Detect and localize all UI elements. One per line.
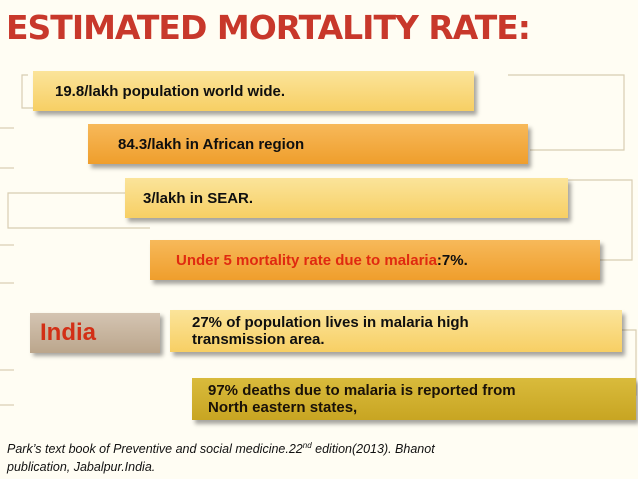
- reference-part2: edition(2013). Bhanot: [311, 442, 435, 457]
- reference-citation: Park’s text book of Preventive and socia…: [7, 437, 607, 476]
- world-wide-rate-text: 19.8/lakh population world wide.: [55, 82, 286, 100]
- world-wide-rate-bar: 19.8/lakh population world wide.: [33, 71, 474, 111]
- sear-rate-text: 3/lakh in SEAR.: [143, 189, 254, 207]
- under-five-mortality-value: :7%.: [436, 251, 468, 269]
- reference-superscript: nd: [302, 441, 312, 450]
- page-title: ESTIMATED MORTALITY RATE:: [6, 8, 531, 47]
- african-region-rate-bar: 84.3/lakh in African region: [88, 124, 528, 164]
- malaria-transmission-bar: 27% of population lives in malaria high …: [170, 310, 622, 352]
- malaria-transmission-line2: transmission area.: [192, 331, 325, 348]
- sear-rate-bar: 3/lakh in SEAR.: [125, 178, 568, 218]
- under-five-mortality-text: Under 5 mortality rate due to malaria: [176, 251, 437, 269]
- india-label: India: [30, 313, 160, 353]
- reference-part1: Park’s text book of Preventive and socia…: [7, 442, 303, 457]
- north-east-deaths-bar: 97% deaths due to malaria is reported fr…: [192, 378, 636, 420]
- under-five-mortality-bar: Under 5 mortality rate due to malaria :7…: [150, 240, 600, 280]
- north-east-deaths-line1: 97% deaths due to malaria is reported fr…: [208, 382, 516, 399]
- african-region-rate-text: 84.3/lakh in African region: [118, 135, 305, 153]
- north-east-deaths-line2: North eastern states,: [208, 399, 358, 416]
- reference-line2: publication, Jabalpur.India.: [7, 460, 156, 475]
- malaria-transmission-line1: 27% of population lives in malaria high: [192, 314, 469, 331]
